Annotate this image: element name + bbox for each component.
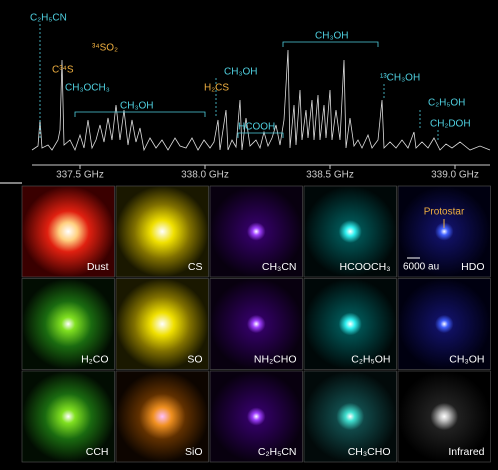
panel-label: C₂H₅CN	[258, 446, 297, 458]
panel-label: CS	[188, 261, 203, 273]
panel-label: SO	[187, 353, 202, 365]
panel-bg	[398, 186, 491, 277]
panel-bg	[22, 371, 115, 462]
panel-border	[21, 278, 115, 370]
panel-label: NH₂CHO	[254, 353, 297, 365]
x-tick-label: 338.0 GHz	[181, 170, 229, 181]
panel-border	[21, 185, 115, 278]
panel-bg	[304, 186, 397, 277]
line-label: C₂H₅OH	[428, 98, 465, 109]
panel-bg	[304, 371, 397, 462]
panel-border	[209, 185, 303, 278]
panel-bg	[116, 278, 209, 370]
panel-label: SiO	[185, 446, 203, 458]
line-label: CH₃OH	[224, 67, 258, 78]
line-label: C₂H₅CN	[30, 13, 67, 24]
panel-label: HCOOCH₃	[340, 261, 391, 273]
brackets	[39, 24, 439, 140]
line-label: CH₃OH	[120, 101, 154, 112]
line-label: CH₃OH	[315, 31, 349, 42]
panel-bg	[22, 278, 115, 370]
protostar-label: Protostar	[424, 207, 465, 218]
panel-label: CCH	[86, 446, 109, 458]
panel-label: CH₃OH	[449, 353, 484, 365]
line-label: C³⁴S	[52, 65, 74, 76]
panel-border	[397, 185, 491, 278]
panel-label: CH₃CN	[262, 261, 297, 273]
panel-border	[115, 278, 209, 370]
panel-label: HDO	[461, 261, 484, 273]
panel-bg	[304, 278, 397, 370]
line-label: CH₃OCH₃	[65, 83, 110, 94]
panel-bg	[116, 371, 209, 462]
panel-bg	[116, 186, 209, 277]
x-tick-label: 337.5 GHz	[56, 170, 104, 181]
spectrum	[31, 49, 491, 152]
panel-border	[303, 370, 397, 463]
panel-label: CH₃CHO	[348, 446, 391, 458]
panel-border	[303, 185, 397, 278]
line-label: CH₂DOH	[430, 119, 471, 130]
panel-border	[209, 278, 303, 370]
scale-label: 6000 au	[403, 262, 439, 273]
x-tick-label: 339.0 GHz	[431, 170, 479, 181]
panel-bg	[398, 371, 491, 462]
line-label: ³⁴SO₂	[92, 43, 118, 54]
panel-border	[115, 370, 209, 463]
panel-bg	[210, 186, 303, 277]
panel-label: H₂CO	[81, 353, 108, 365]
line-label: H₂CS	[204, 83, 229, 94]
panel-border	[115, 185, 209, 278]
panel-border	[209, 370, 303, 463]
line-label: HCOOH	[238, 122, 275, 133]
panel-border	[397, 278, 491, 370]
panel-border	[397, 370, 491, 463]
panel-bg	[22, 186, 115, 277]
panel-label: C₂H₅OH	[351, 353, 390, 365]
panel-border	[303, 278, 397, 370]
x-tick-label: 338.5 GHz	[306, 170, 354, 181]
panel-bg	[210, 278, 303, 370]
panel-label: Infrared	[448, 446, 484, 458]
panel-label: Dust	[87, 261, 109, 273]
panel-bg	[210, 371, 303, 462]
panel-border	[21, 370, 115, 463]
panel-bg	[398, 278, 491, 370]
line-label: ¹³CH₃OH	[380, 73, 420, 84]
